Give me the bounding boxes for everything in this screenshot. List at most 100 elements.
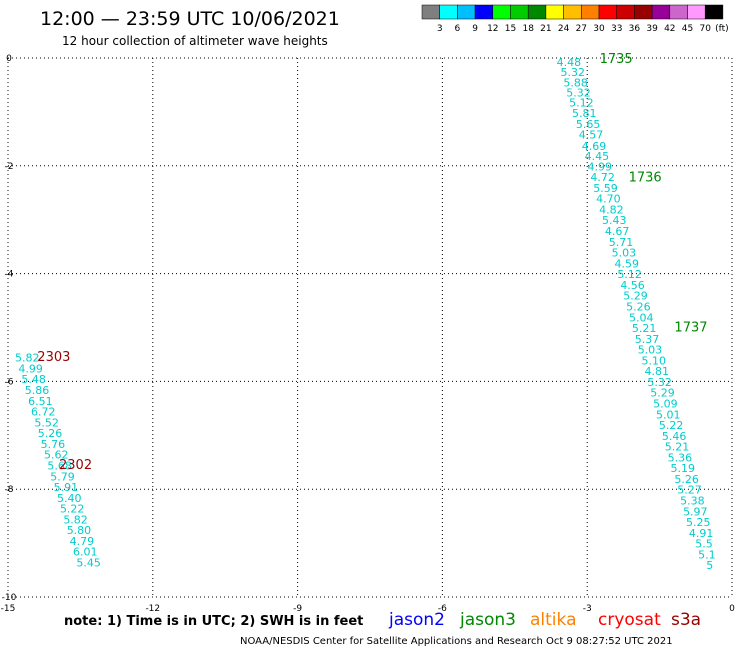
scale-unit: (ft) bbox=[715, 24, 729, 34]
scale-swatch bbox=[421, 4, 440, 20]
y-tick-label: -8 bbox=[5, 485, 14, 495]
scale-swatch bbox=[527, 4, 547, 20]
wave-height-label: 5.03 bbox=[612, 247, 637, 260]
satellite-name-jason2: jason2 bbox=[388, 610, 445, 630]
wave-height-label: 5.91 bbox=[54, 481, 79, 494]
time-label: 1737 bbox=[674, 321, 707, 336]
wave-height-label: 5.32 bbox=[647, 376, 672, 389]
scale-swatch bbox=[457, 4, 476, 20]
wave-height-label: 5.38 bbox=[680, 495, 705, 508]
scale-label: 6 bbox=[455, 24, 461, 34]
wave-height-label: 5.76 bbox=[41, 438, 66, 451]
wave-height-label: 5.09 bbox=[653, 397, 678, 410]
wave-height-label: 5.79 bbox=[50, 470, 75, 483]
wave-height-label: 5.26 bbox=[626, 300, 651, 313]
x-tick-label: 0 bbox=[729, 604, 735, 614]
y-tick-label: -4 bbox=[5, 270, 14, 280]
wave-height-label: 4.69 bbox=[582, 140, 607, 153]
wave-height-label: 4.67 bbox=[605, 225, 630, 238]
wave-height-label: 5.12 bbox=[569, 97, 594, 110]
time-label: 2302 bbox=[59, 458, 92, 473]
wave-height-label: 6.51 bbox=[28, 395, 53, 408]
x-tick-label: -12 bbox=[145, 604, 160, 614]
wave-height-label: 4.82 bbox=[599, 203, 624, 216]
satellite-name-s3a: s3a bbox=[671, 610, 701, 630]
scale-swatch bbox=[687, 4, 706, 20]
scale-label: 18 bbox=[522, 24, 534, 34]
wave-height-label: 6.01 bbox=[73, 546, 98, 559]
satellite-name-altika: altika bbox=[530, 610, 577, 630]
scale-swatch bbox=[563, 4, 582, 20]
scale-swatch bbox=[510, 4, 529, 20]
wave-height-label: 5.86 bbox=[25, 384, 50, 397]
footer-note: note: 1) Time is in UTC; 2) SWH is in fe… bbox=[64, 614, 363, 629]
wave-height-label: 5.1 bbox=[698, 548, 716, 561]
wave-height-label: 5.46 bbox=[662, 430, 687, 443]
track-jason3: 4.485.325.885.325.125.815.654.574.694.45… bbox=[557, 52, 716, 572]
wave-height-label: 5.68 bbox=[47, 459, 72, 472]
x-tick-label: -15 bbox=[1, 604, 16, 614]
scale-swatch bbox=[651, 4, 671, 20]
x-tick-label: -6 bbox=[438, 604, 447, 614]
satellite-legend: jason2 jason3 altika cryosat s3a bbox=[388, 610, 701, 630]
wave-height-label: 5.22 bbox=[60, 503, 85, 516]
wave-height-label: 4.45 bbox=[585, 150, 610, 163]
footer-credit: NOAA/NESDIS Center for Satellite Applica… bbox=[240, 636, 673, 647]
wave-height-label: 5.97 bbox=[683, 505, 708, 518]
scale-label: 30 bbox=[593, 24, 605, 34]
wave-height-label: 4.70 bbox=[596, 193, 621, 206]
wave-height-label: 6.72 bbox=[31, 406, 56, 419]
satellite-name-cryosat: cryosat bbox=[598, 610, 661, 630]
wave-height-label: 5.37 bbox=[635, 333, 660, 346]
wave-height-label: 4.72 bbox=[590, 171, 615, 184]
wave-height-label: 5.21 bbox=[665, 441, 690, 454]
wave-height-label: 4.57 bbox=[579, 129, 604, 142]
wave-height-label: 4.48 bbox=[557, 56, 582, 69]
wave-height-label: 5.36 bbox=[668, 451, 693, 464]
x-tick-label: -9 bbox=[293, 604, 302, 614]
scale-swatch bbox=[704, 4, 724, 20]
wave-height-label: 5.10 bbox=[642, 354, 667, 367]
plot-grid bbox=[7, 57, 733, 598]
wave-height-label: 5 bbox=[706, 559, 713, 572]
wave-height-label: 5.59 bbox=[593, 182, 618, 195]
time-label: 1735 bbox=[600, 52, 633, 67]
y-tick-label: -10 bbox=[2, 593, 17, 603]
wave-height-label: 4.79 bbox=[70, 535, 95, 548]
time-label: 1736 bbox=[629, 171, 662, 186]
wave-height-label: 4.59 bbox=[615, 257, 640, 270]
wave-height-label: 5.22 bbox=[659, 419, 684, 432]
wave-height-label: 5.88 bbox=[563, 76, 588, 89]
wave-height-label: 5.5 bbox=[695, 538, 713, 551]
wave-height-label: 5.80 bbox=[67, 524, 92, 537]
wave-height-label: 5.03 bbox=[638, 344, 663, 357]
chart-title: 12:00 — 23:59 UTC 10/06/2021 bbox=[40, 8, 340, 30]
wave-height-label: 4.81 bbox=[644, 365, 669, 378]
scale-label: 27 bbox=[576, 24, 587, 34]
x-tick-label: -3 bbox=[583, 604, 592, 614]
wave-height-label: 5.25 bbox=[686, 516, 711, 529]
wave-height-label: 5.12 bbox=[617, 268, 642, 281]
wave-height-label: 5.32 bbox=[560, 66, 585, 79]
wave-height-label: 5.19 bbox=[671, 462, 696, 475]
scale-swatch bbox=[598, 4, 617, 20]
wave-height-label: 5.65 bbox=[576, 118, 601, 131]
wave-height-label: 4.99 bbox=[587, 160, 612, 173]
wave-height-label: 5.45 bbox=[76, 557, 101, 570]
wave-height-label: 5.62 bbox=[44, 449, 69, 462]
scale-swatch bbox=[634, 4, 653, 20]
satellite-tracks: 4.485.325.885.325.125.815.654.574.694.45… bbox=[15, 52, 716, 572]
wave-height-label: 5.82 bbox=[15, 352, 40, 365]
scale-label: 15 bbox=[505, 24, 516, 34]
color-scale-legend: 3 6 9 12 15 18 21 24 27 30 33 36 39 42 45 70 (ft) bbox=[421, 4, 729, 34]
scale-label: 45 bbox=[682, 24, 693, 34]
wave-height-label: 5.71 bbox=[609, 236, 634, 249]
chart-subtitle: 12 hour collection of altimeter wave hei… bbox=[62, 34, 328, 48]
scale-swatch bbox=[545, 4, 564, 20]
scale-swatch bbox=[439, 4, 458, 20]
track-s3a: 5.824.995.485.866.516.725.525.265.765.62… bbox=[15, 350, 101, 569]
scale-label: 42 bbox=[664, 24, 675, 34]
axis-ticks: -15 -12 -9 -6 -3 0 0 -2 -4 -6 -8 -10 bbox=[1, 54, 735, 614]
y-tick-label: -6 bbox=[5, 377, 14, 387]
